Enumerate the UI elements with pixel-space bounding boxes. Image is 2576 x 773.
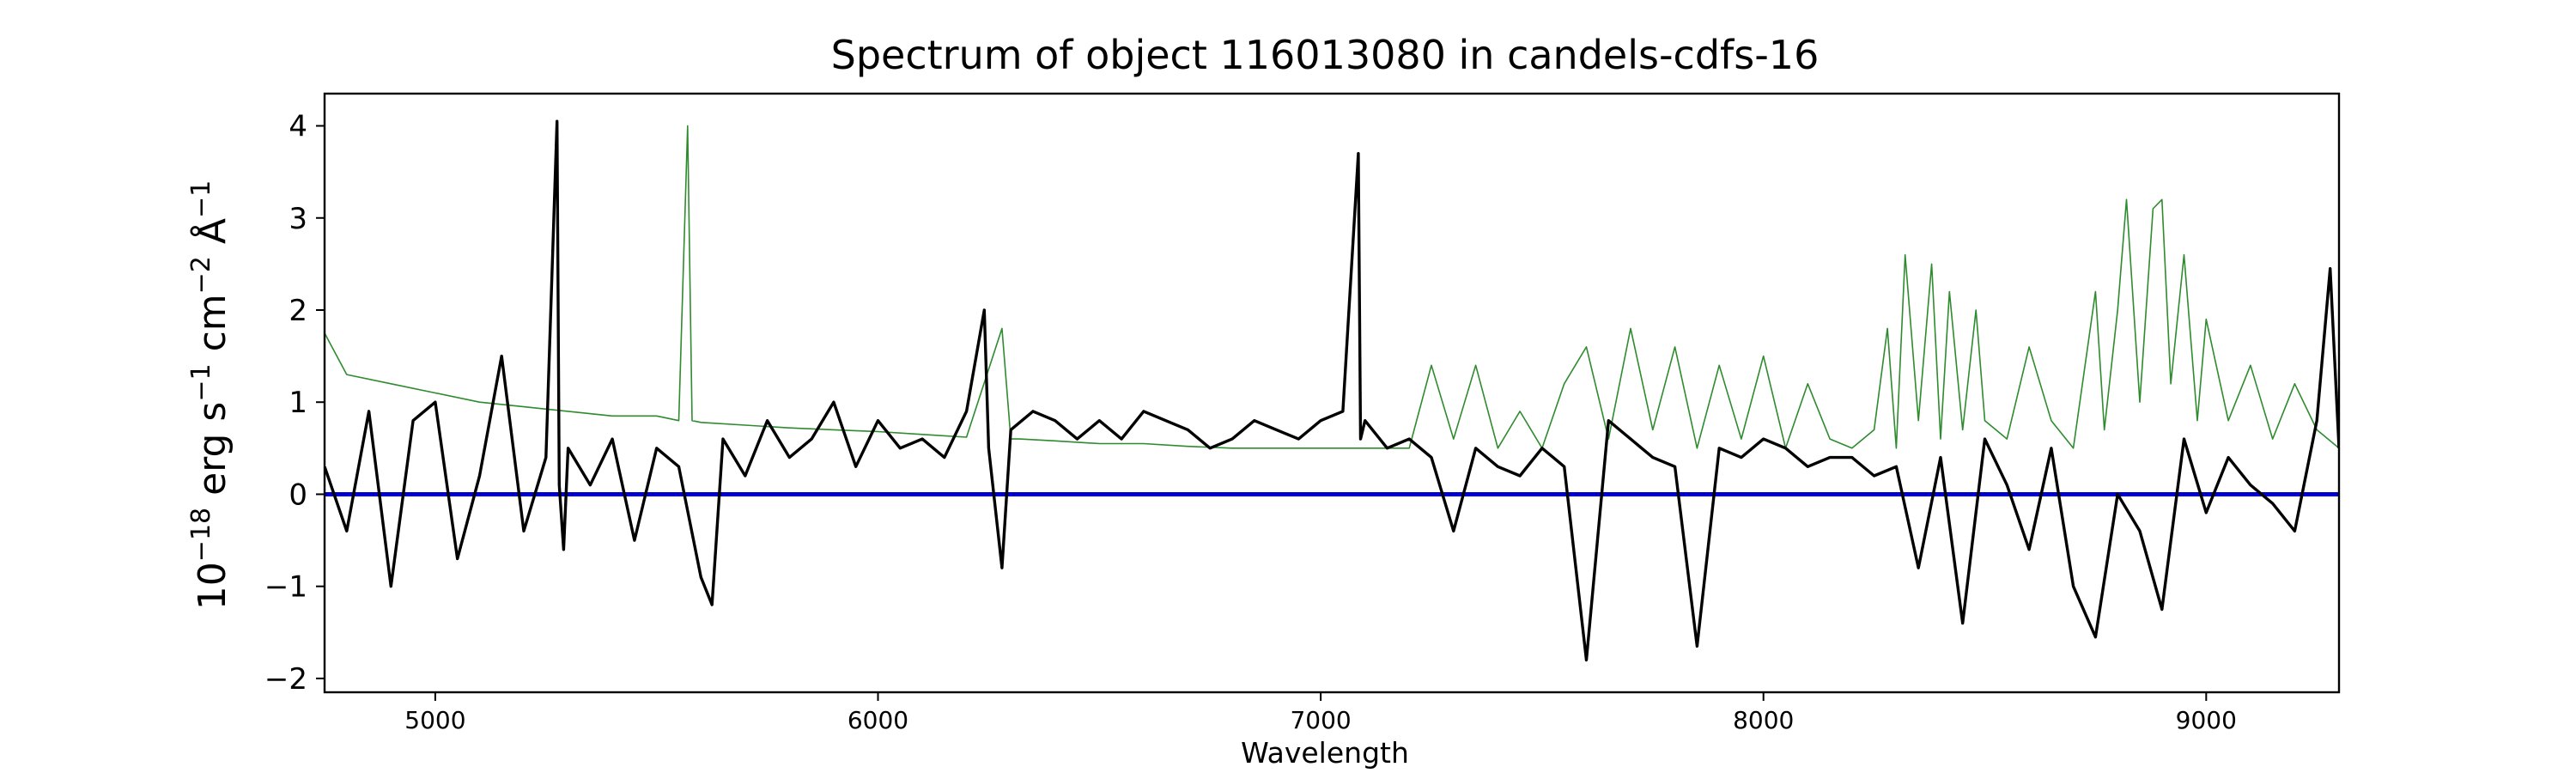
- x-tick-label: 8000: [1733, 706, 1794, 734]
- x-tick-label: 7000: [1290, 706, 1351, 734]
- y-axis: −2 −1 0 1 2 3 4: [264, 110, 325, 697]
- spectrum-series-line: [325, 119, 2339, 662]
- y-tick-label: 0: [289, 478, 307, 512]
- y-label-mid3: Å: [189, 218, 234, 256]
- y-label-exp3: −2: [186, 256, 216, 294]
- x-tick-label: 9000: [2176, 706, 2237, 734]
- plot-frame: [323, 92, 2341, 694]
- y-label-exp1: −18: [186, 508, 216, 562]
- y-tick-label: −2: [264, 662, 307, 697]
- y-label-mid2: cm: [191, 294, 234, 363]
- y-axis-label: 10−18 erg s−1 cm−2 Å−1: [186, 180, 234, 610]
- x-tick-label: 5000: [404, 706, 465, 734]
- sky-series-line: [325, 125, 2339, 449]
- y-tick-label: 3: [289, 202, 307, 236]
- x-tick-label: 6000: [848, 706, 908, 734]
- x-axis: 5000 6000 7000 8000 9000: [404, 692, 2237, 734]
- y-label-mid1: erg s: [191, 402, 234, 508]
- y-tick-label: 1: [289, 386, 307, 420]
- y-label-base: 10: [191, 562, 234, 610]
- chart-title: Spectrum of object 116013080 in candels-…: [831, 32, 1820, 78]
- y-label-exp2: −1: [186, 363, 216, 401]
- x-axis-label: Wavelength: [1241, 736, 1409, 770]
- y-tick-label: −1: [264, 570, 307, 605]
- y-tick-label: 2: [289, 294, 307, 328]
- plot-area: [323, 92, 2341, 694]
- y-label-exp4: −1: [186, 180, 216, 218]
- y-tick-label: 4: [289, 110, 307, 144]
